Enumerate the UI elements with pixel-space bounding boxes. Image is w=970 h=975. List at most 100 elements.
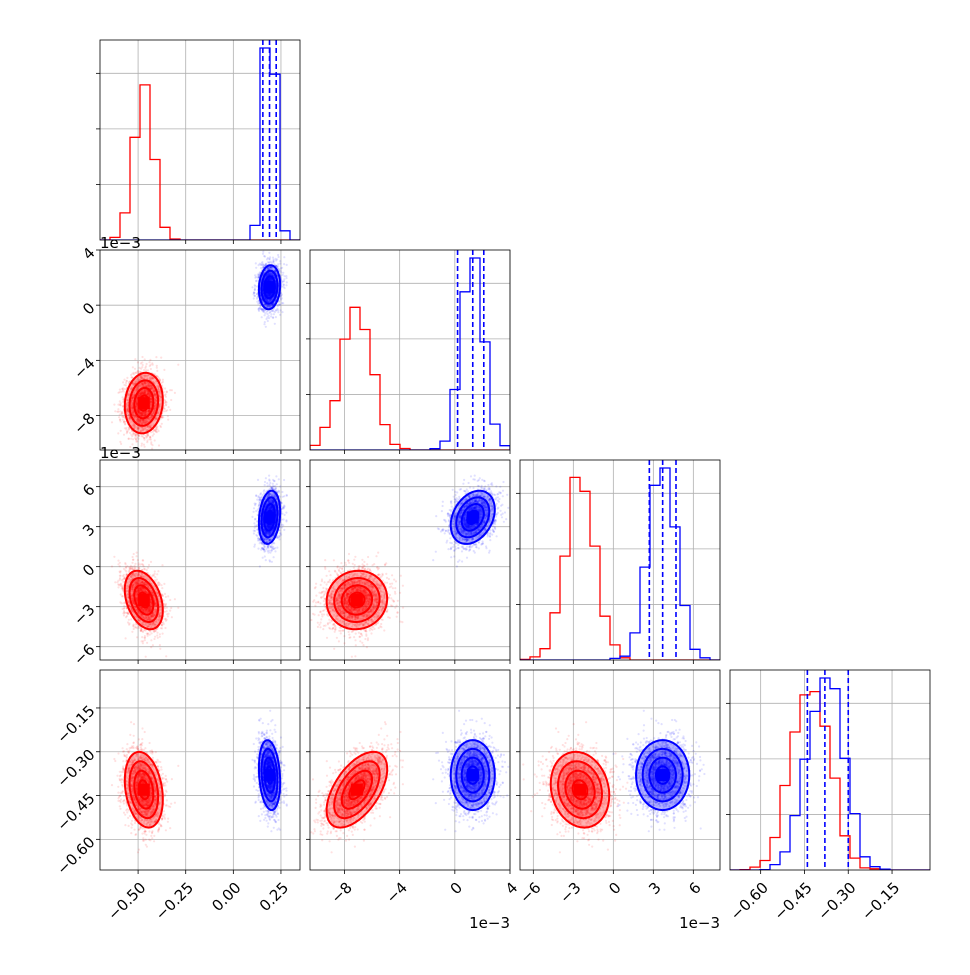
sample-point: [150, 368, 152, 370]
sample-point: [144, 367, 146, 369]
sample-point: [130, 434, 132, 436]
sample-point: [161, 382, 163, 384]
sample-point: [259, 307, 261, 309]
sample-point: [255, 262, 257, 264]
sample-point: [279, 260, 281, 262]
sample-point: [284, 287, 286, 289]
sample-point: [111, 421, 113, 423]
sample-point: [143, 444, 145, 446]
sample-point: [154, 439, 156, 441]
sample-point: [270, 315, 272, 317]
sample-point: [166, 391, 168, 393]
sample-point: [122, 419, 124, 421]
sample-point: [141, 443, 143, 445]
sample-point: [124, 423, 126, 425]
sample-point: [138, 438, 140, 440]
sample-point: [255, 267, 257, 269]
sample-point: [134, 437, 136, 439]
sample-point: [150, 443, 152, 445]
sample-point: [134, 433, 136, 435]
sample-point: [150, 439, 152, 441]
sample-point: [120, 402, 122, 404]
sample-point: [283, 256, 285, 258]
sample-point: [270, 261, 272, 263]
sample-point: [164, 387, 166, 389]
sample-point: [279, 314, 281, 316]
sample-point: [275, 316, 277, 318]
sample-point: [170, 399, 172, 401]
sample-point: [126, 380, 128, 382]
sample-point: [136, 555, 138, 557]
sample-point: [274, 323, 276, 325]
sample-point: [161, 423, 163, 425]
sample-point: [123, 420, 125, 422]
sample-point: [156, 579, 158, 581]
sample-point: [262, 251, 264, 253]
sample-point: [130, 376, 132, 378]
sample-point: [266, 313, 268, 315]
sample-point: [146, 363, 148, 365]
sample-point: [128, 438, 130, 440]
sample-point: [118, 416, 120, 418]
sample-point: [273, 313, 275, 315]
y-tick-label: −8: [70, 409, 98, 437]
sample-point: [264, 312, 266, 314]
sample-point: [283, 284, 285, 286]
sample-point: [277, 311, 279, 313]
sample-point: [269, 311, 271, 313]
sample-point: [263, 255, 265, 257]
sample-point: [174, 392, 176, 394]
sample-point: [145, 369, 147, 371]
sample-point: [253, 295, 255, 297]
sample-point: [261, 309, 263, 311]
sample-point: [156, 367, 158, 369]
sample-point: [254, 274, 256, 276]
sample-point: [266, 258, 268, 260]
sample-point: [268, 317, 270, 319]
sample-point: [117, 411, 119, 413]
sample-point: [149, 436, 151, 438]
sample-point: [120, 430, 122, 432]
sample-point: [261, 316, 263, 318]
sample-point: [267, 320, 269, 322]
sample-point: [164, 593, 166, 595]
sample-point: [126, 432, 128, 434]
sample-point: [133, 628, 135, 630]
sample-point: [281, 311, 283, 313]
sample-point: [258, 264, 260, 266]
sample-point: [146, 439, 148, 441]
sample-point: [264, 314, 266, 316]
sample-point: [129, 432, 131, 434]
sample-point: [125, 427, 127, 429]
y-tick-label: 0: [79, 299, 98, 318]
sample-point: [153, 638, 155, 640]
sample-point: [137, 361, 139, 363]
sample-point: [277, 305, 279, 307]
sample-point: [156, 370, 158, 372]
sample-point: [150, 364, 152, 366]
sample-point: [282, 272, 284, 274]
sample-point: [269, 256, 271, 258]
sample-point: [123, 614, 125, 616]
sample-point: [275, 258, 277, 260]
sample-point: [272, 257, 274, 259]
sample-point: [126, 377, 128, 379]
sample-point: [123, 384, 125, 386]
sample-point: [144, 446, 146, 448]
sample-point: [132, 438, 134, 440]
sample-point: [151, 362, 153, 364]
sample-point: [127, 429, 129, 431]
sample-point: [283, 263, 285, 265]
y-tick-label: 4: [79, 244, 98, 263]
sample-point: [155, 356, 157, 358]
sample-point: [268, 258, 270, 260]
sample-point: [117, 404, 119, 406]
sample-point: [265, 318, 267, 320]
sample-point: [119, 420, 121, 422]
sample-point: [270, 313, 272, 315]
sample-point: [258, 310, 260, 312]
sample-point: [165, 396, 167, 398]
sample-point: [147, 369, 149, 371]
sample-point: [167, 415, 169, 417]
sample-point: [256, 301, 258, 303]
